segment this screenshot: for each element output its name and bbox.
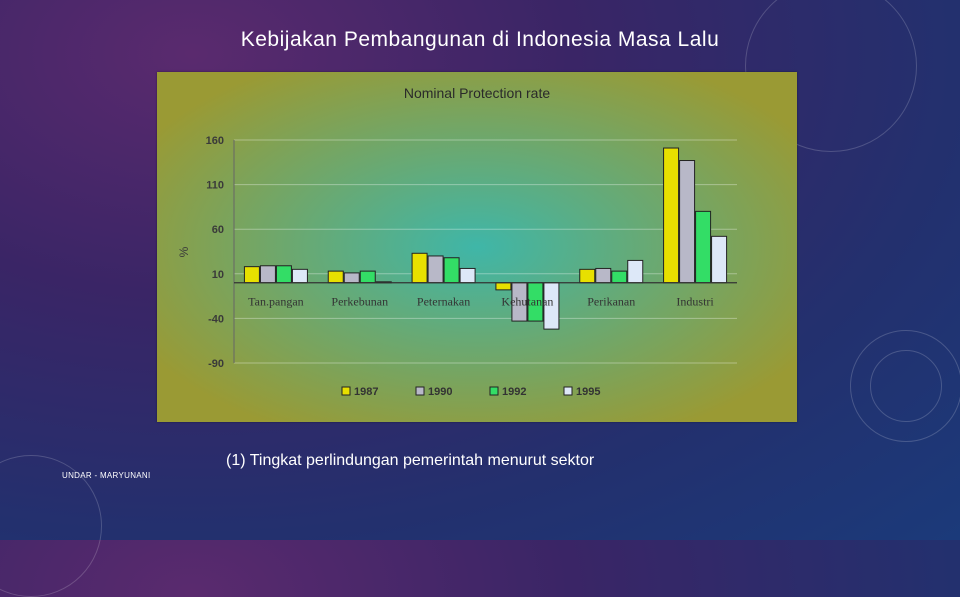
bar-chart: Nominal Protection rate % 160 110 60 10 -40 -… (157, 72, 797, 422)
x-category-label: Perikanan (587, 295, 635, 309)
bar (627, 259, 644, 284)
decorative-circle (850, 330, 960, 442)
bar (695, 210, 712, 284)
y-tick-label: -90 (208, 358, 224, 370)
decorative-circle (870, 350, 942, 422)
legend-label: 1990 (428, 386, 452, 398)
bar (243, 266, 260, 284)
bar (275, 265, 292, 284)
y-tick-label: 110 (206, 180, 224, 192)
bar (327, 270, 344, 284)
legend-swatch (563, 386, 573, 396)
x-category-label: Perkebunan (331, 295, 388, 309)
y-tick-label: -40 (208, 313, 224, 325)
bar (427, 255, 444, 284)
bar (459, 267, 476, 284)
bar (663, 147, 680, 284)
x-category-label: Industri (676, 295, 714, 309)
legend-swatch (489, 386, 499, 396)
legend-label: 1987 (354, 386, 378, 398)
bar (443, 257, 460, 284)
footer-text: UNDAR - MARYUNANI (62, 471, 151, 480)
legend-swatch (341, 386, 351, 396)
bar (711, 235, 728, 284)
legend-swatch (415, 386, 425, 396)
axis-layer: 160 110 60 10 -40 -90 Tan.pangan Perkebunan Pete… (206, 135, 737, 370)
chart-caption: (1) Tingkat perlindungan pemerintah menu… (226, 452, 595, 469)
legend: 1987 1990 1992 1995 (341, 386, 600, 398)
y-tick-label: 160 (206, 135, 224, 147)
legend-label: 1995 (576, 386, 600, 398)
bar (359, 270, 376, 284)
grid-layer (234, 139, 737, 364)
bars-layer (243, 147, 728, 330)
chart-panel: Nominal Protection rate % 160 110 60 10 -40 -… (157, 72, 797, 422)
bar (679, 160, 696, 284)
chart-title: Nominal Protection rate (404, 85, 551, 101)
legend-label: 1992 (502, 386, 526, 398)
x-category-label: Kehutanan (501, 295, 553, 309)
bar (579, 268, 596, 284)
slide-title: Kebijakan Pembangunan di Indonesia Masa … (240, 28, 720, 51)
bar (495, 282, 512, 291)
y-tick-label: 10 (212, 269, 224, 281)
bar (343, 272, 360, 284)
bar (411, 252, 428, 284)
bar (611, 270, 628, 284)
y-tick-label: 60 (212, 224, 224, 236)
y-axis-label: % (177, 246, 191, 257)
x-category-label: Peternakan (417, 295, 470, 309)
bar (595, 267, 612, 284)
bar (259, 265, 276, 284)
bar (291, 268, 308, 284)
x-category-label: Tan.pangan (248, 295, 303, 309)
